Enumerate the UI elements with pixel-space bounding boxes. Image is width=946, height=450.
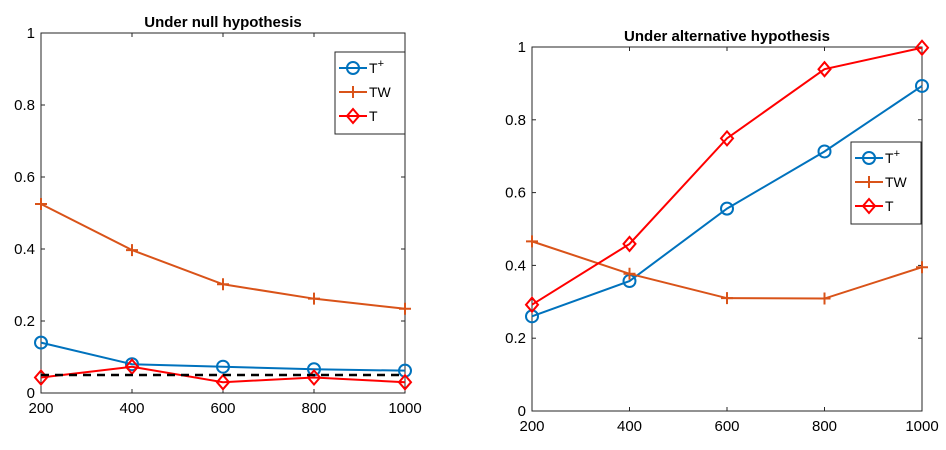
x-tick-label: 600 [210, 400, 235, 417]
legend-marker [861, 197, 877, 215]
data-point [914, 39, 930, 57]
series-3 [524, 39, 930, 314]
y-tick-label: 0 [27, 385, 35, 402]
series-line [40, 365, 406, 384]
data-point [215, 373, 231, 391]
y-tick-label: 1 [27, 25, 35, 42]
data-point [721, 292, 733, 305]
data-point [719, 129, 735, 147]
y-tick-label: 0.2 [14, 313, 35, 330]
chart-title: Under alternative hypothesis [624, 28, 830, 45]
series-line [531, 85, 923, 318]
data-point [124, 358, 140, 376]
y-tick-label: 0.8 [505, 112, 526, 129]
x-tick-label: 1000 [388, 400, 421, 417]
legend-label: TW [885, 174, 908, 190]
series-line [531, 46, 923, 306]
legend-label: TW [369, 84, 392, 100]
axes-box [531, 46, 923, 412]
data-point [216, 359, 230, 374]
y-tick-label: 0.4 [14, 241, 35, 258]
legend-marker [863, 176, 875, 188]
legend-marker [862, 151, 876, 165]
y-tick-label: 0.6 [505, 185, 526, 202]
data-point [399, 302, 411, 315]
legend-label: T [885, 198, 894, 214]
data-point [308, 292, 320, 305]
data-point [622, 235, 637, 253]
legend-label: T [369, 108, 378, 124]
y-tick-label: 0 [518, 403, 526, 420]
legend-marker [345, 107, 361, 125]
series-line [531, 240, 923, 300]
legend-label-superscript: + [894, 148, 900, 160]
data-point [35, 198, 47, 210]
y-tick-label: 1 [518, 39, 526, 56]
x-tick-label: 800 [812, 418, 837, 435]
data-point [916, 261, 928, 274]
series-2 [526, 235, 928, 305]
y-tick-label: 0.2 [505, 330, 526, 347]
series-line [40, 203, 406, 310]
series-2 [35, 198, 411, 315]
data-point [126, 244, 138, 257]
data-point [397, 373, 413, 391]
y-tick-label: 0.8 [14, 97, 35, 114]
data-point [720, 201, 734, 216]
x-tick-label: 400 [617, 418, 642, 435]
data-point [915, 78, 929, 93]
legend-marker [347, 86, 359, 98]
x-tick-label: 1000 [905, 418, 938, 435]
chart-panel-2: Under alternative hypothesis 200 400 600 800… [505, 28, 939, 435]
series-line [40, 341, 406, 372]
x-tick-label: 200 [519, 418, 544, 435]
data-point [817, 60, 832, 78]
data-point [524, 296, 540, 314]
x-tick-label: 800 [301, 400, 326, 417]
data-point [217, 278, 229, 291]
legend: T+TWT [850, 141, 922, 225]
legend-marker [346, 61, 360, 75]
x-tick-label: 600 [714, 418, 739, 435]
data-point [34, 335, 48, 350]
series-1 [525, 78, 929, 324]
legend: T+TWT [334, 51, 406, 135]
chart-panel-1: Under null hypothesis 200 400 600 800 1000 0 0.… [14, 14, 422, 417]
y-tick-label: 0.6 [14, 169, 35, 186]
chart-title: Under null hypothesis [144, 14, 302, 31]
data-point [526, 235, 538, 248]
x-tick-label: 400 [119, 400, 144, 417]
data-point [623, 267, 636, 280]
legend-label-superscript: + [378, 58, 384, 70]
data-point [818, 292, 831, 305]
data-point [817, 144, 832, 159]
x-tick-label: 200 [28, 400, 53, 417]
y-tick-label: 0.4 [505, 257, 526, 274]
